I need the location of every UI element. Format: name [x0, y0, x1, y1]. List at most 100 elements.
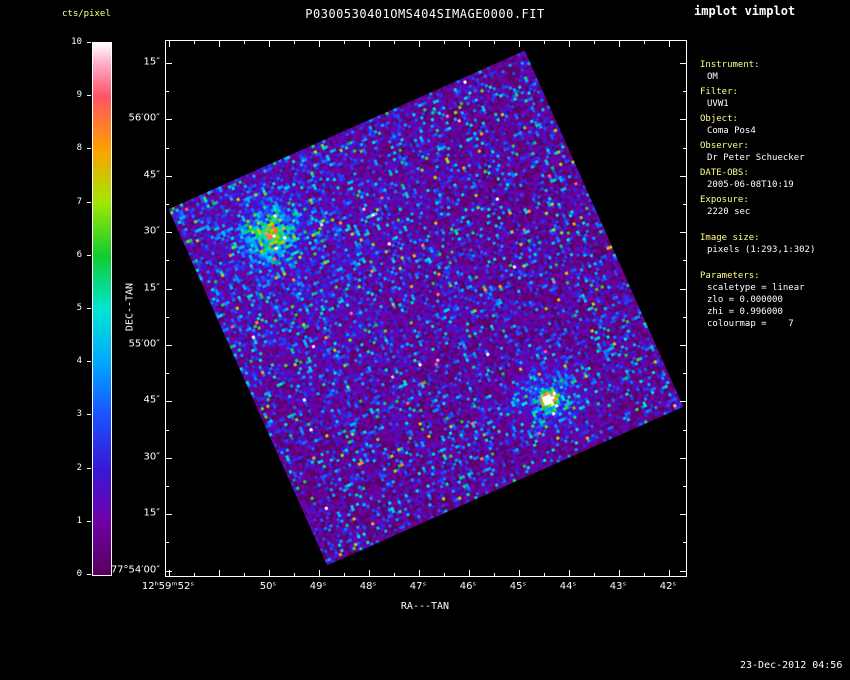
- dec-minor-tick-mark: [166, 373, 169, 375]
- dec-minor-tick-mark: [683, 91, 686, 93]
- ra-tick-mark: [169, 41, 170, 47]
- dec-tick-label: 30″: [143, 451, 160, 463]
- dec-tick-label: 77°54′00″: [110, 564, 160, 576]
- dec-tick-mark: [680, 457, 686, 459]
- ra-tick-mark: [619, 570, 620, 576]
- dec-tick-mark: [680, 175, 686, 177]
- dec-tick-label: 15″: [143, 507, 160, 519]
- metadata-gap: [700, 218, 850, 229]
- dec-tick-mark: [166, 175, 172, 177]
- ra-minor-tick-mark: [594, 41, 595, 44]
- ra-minor-tick-mark: [344, 41, 345, 44]
- colorbar-tick-label: 4: [76, 356, 82, 367]
- dec-tick-label: 55′00″: [128, 338, 160, 350]
- ra-minor-tick-mark: [194, 41, 195, 44]
- ra-tick-mark: [669, 41, 670, 47]
- ra-tick-label: 43ˢ: [609, 581, 627, 592]
- ra-minor-tick-mark: [394, 573, 395, 576]
- ra-tick-mark: [519, 570, 520, 576]
- dec-tick-mark: [680, 63, 686, 64]
- ra-tick-mark: [669, 570, 670, 576]
- dec-minor-tick-mark: [683, 486, 686, 487]
- ra-minor-tick-mark: [294, 41, 295, 44]
- dec-tick-mark: [166, 345, 172, 346]
- dec-minor-tick-mark: [166, 542, 169, 544]
- colorbar: [92, 42, 112, 576]
- ra-axis-label: RA---TAN: [400, 601, 450, 612]
- metadata-value: Coma Pos4: [707, 126, 756, 136]
- ra-tick-mark: [369, 41, 370, 47]
- dec-tick-mark: [166, 119, 172, 121]
- dec-minor-tick-mark: [683, 429, 686, 431]
- metadata-label: Object:: [700, 114, 738, 124]
- metadata-value: colourmap = 7: [707, 319, 794, 329]
- colorbar-tick-label: 5: [76, 303, 82, 313]
- colorbar-tick-label: 8: [76, 143, 82, 154]
- ra-tick-mark: [469, 41, 470, 47]
- colorbar-tick-mark: [87, 42, 91, 43]
- ra-minor-tick-mark: [644, 573, 645, 576]
- metadata-label: Exposure:: [700, 195, 749, 205]
- metadata-label: Instrument:: [700, 60, 760, 70]
- ra-tick-label: 45ˢ: [509, 581, 527, 592]
- ra-tick-label: 49ˢ: [309, 581, 327, 592]
- ra-tick-mark: [219, 41, 220, 47]
- ra-tick-label: 47ˢ: [409, 581, 427, 592]
- dec-minor-tick-mark: [166, 486, 169, 487]
- metadata-panel: Instrument: OM Filter: UVW1 Object: Coma Pos4…: [700, 56, 850, 330]
- dec-minor-tick-mark: [166, 147, 169, 149]
- dec-minor-tick-mark: [683, 204, 686, 205]
- ra-minor-tick-mark: [544, 573, 545, 576]
- metadata-label: Image size:: [700, 233, 760, 243]
- ra-tick-mark: [269, 41, 270, 47]
- colorbar-units-label: cts/pixel: [62, 9, 111, 19]
- ra-minor-tick-mark: [444, 41, 445, 44]
- metadata-value: 2220 sec: [707, 207, 751, 217]
- metadata-label: Filter:: [700, 87, 738, 97]
- colorbar-tick-mark: [87, 414, 91, 416]
- dec-tick-mark: [166, 457, 172, 459]
- dec-tick-mark: [680, 345, 686, 346]
- colorbar-tick-mark: [87, 574, 91, 575]
- ra-minor-tick-mark: [294, 573, 295, 576]
- colorbar-tick-label: 0: [76, 569, 82, 579]
- dec-tick-mark: [680, 288, 686, 290]
- ra-minor-tick-mark: [494, 573, 495, 576]
- colorbar-tick-label: 7: [76, 196, 82, 207]
- metadata-value: pixels (1:293,1:302): [707, 245, 816, 255]
- ra-tick-mark: [219, 570, 220, 576]
- dec-minor-tick-mark: [683, 373, 686, 375]
- colorbar-tick-label: 6: [76, 249, 82, 260]
- dec-tick-mark: [680, 232, 686, 234]
- dec-minor-tick-mark: [683, 542, 686, 544]
- ra-tick-mark: [419, 41, 420, 47]
- colorbar-tick-mark: [87, 201, 91, 203]
- ra-tick-mark: [319, 41, 320, 47]
- metadata-value: zlo = 0.000000: [707, 295, 783, 305]
- metadata-value: OM: [707, 72, 718, 82]
- app-label: implot vimplot: [694, 4, 796, 18]
- dec-minor-tick-mark: [166, 316, 169, 318]
- colorbar-tick-mark: [87, 254, 91, 256]
- ra-tick-mark: [469, 570, 470, 576]
- colorbar-tick-mark: [87, 361, 91, 363]
- ra-tick-mark: [369, 570, 370, 576]
- ra-minor-tick-mark: [644, 41, 645, 44]
- dec-tick-mark: [166, 401, 172, 403]
- dec-tick-label: 45″: [143, 394, 160, 406]
- dec-minor-tick-mark: [166, 429, 169, 431]
- colorbar-tick-mark: [87, 308, 91, 309]
- dec-tick-mark: [166, 514, 172, 516]
- ra-minor-tick-mark: [594, 573, 595, 576]
- metadata-label: Observer:: [700, 141, 749, 151]
- dec-minor-tick-mark: [166, 260, 169, 262]
- dec-tick-mark: [166, 63, 172, 64]
- ra-minor-tick-mark: [394, 41, 395, 44]
- dec-minor-tick-mark: [683, 316, 686, 318]
- ra-tick-mark: [419, 570, 420, 576]
- ra-minor-tick-mark: [244, 41, 245, 44]
- ra-tick-mark: [169, 570, 170, 576]
- colorbar-tick-label: 3: [76, 409, 82, 420]
